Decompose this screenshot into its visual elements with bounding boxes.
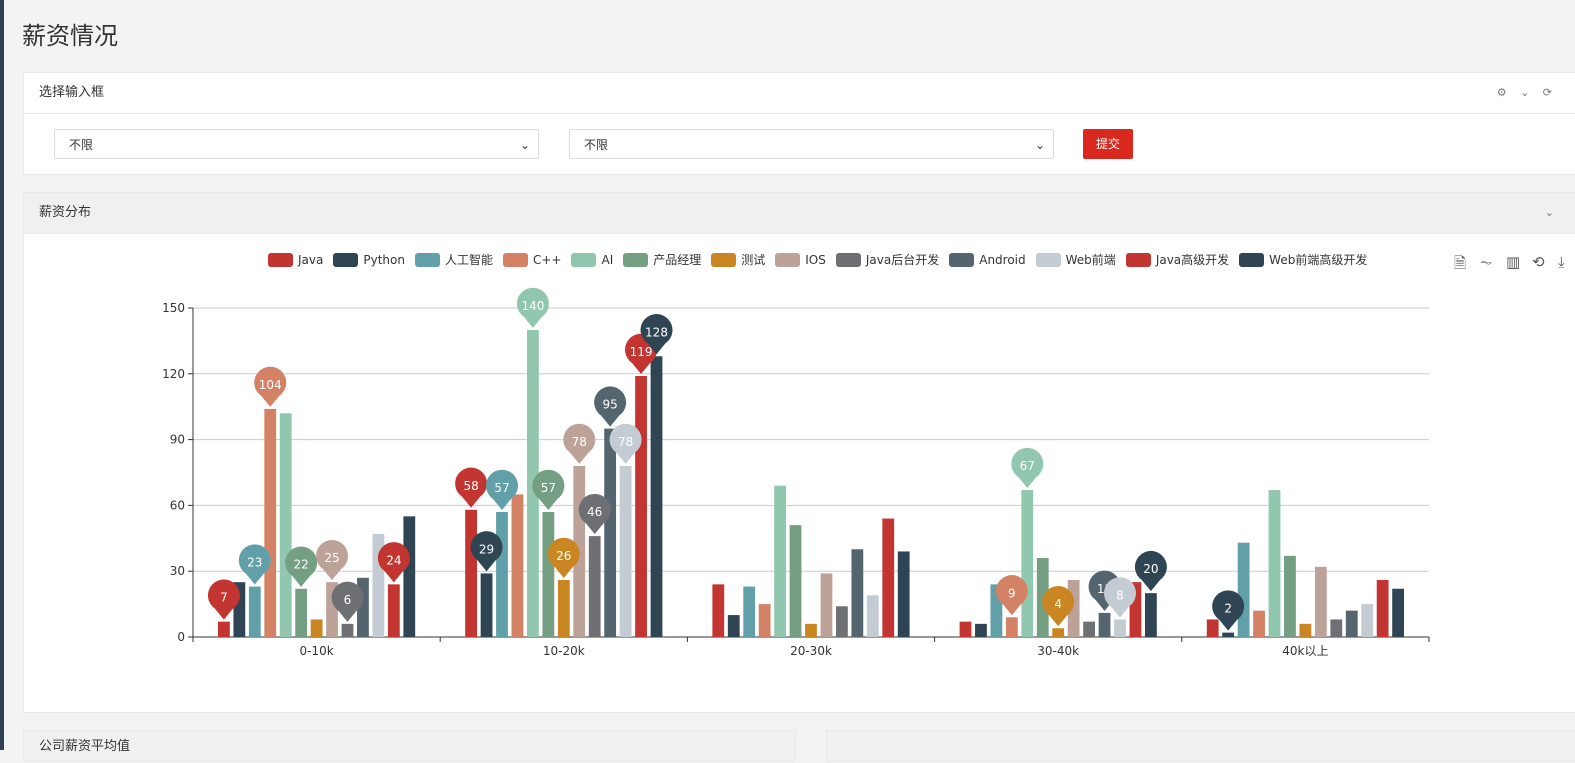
filter-panel-title: 选择输入框 [39, 85, 105, 100]
avg-salary-panel: 公司薪资平均值 [23, 730, 796, 762]
legend-item[interactable]: 测试 [711, 251, 765, 268]
chevron-down-icon: ⌄ [519, 138, 530, 152]
legend-swatch [623, 252, 649, 267]
legend-item[interactable]: 人工智能 [414, 251, 493, 268]
second-panel-header [827, 731, 1575, 762]
restore-icon[interactable]: ⟲ [1532, 253, 1545, 271]
legend-label: Java后台开发 [865, 253, 940, 267]
chart-legend: Java Python 人工智能 C++ AI 产品经理 测试 IOS Java后台开发 Andr… [268, 251, 1377, 268]
chevron-down-icon[interactable]: ⌄ [1520, 86, 1530, 99]
legend-swatch [1035, 252, 1061, 267]
legend-item[interactable]: AI [571, 251, 613, 268]
legend-swatch [1125, 252, 1151, 267]
data-view-icon[interactable]: 🗎 [1454, 254, 1467, 272]
legend-swatch [571, 252, 597, 267]
legend-label: Python [363, 252, 405, 267]
legend-item[interactable]: Android [949, 251, 1026, 268]
chevron-down-icon[interactable]: ⌄ [1544, 206, 1554, 219]
legend-swatch [1239, 252, 1265, 267]
legend-item[interactable]: Java [268, 251, 323, 268]
second-panel [826, 730, 1575, 762]
legend-item[interactable]: C++ [502, 251, 562, 268]
legend-swatch [502, 252, 528, 267]
select-1-value: 不限 [69, 138, 94, 152]
legend-item[interactable]: IOS [775, 251, 826, 268]
page-title: 薪资情况 [22, 22, 118, 50]
legend-label: Web前端高级开发 [1269, 253, 1368, 267]
filter-panel: 选择输入框 ⚙ ⌄ ⟳ 不限 ⌄ 不限 ⌄ 提交 [23, 72, 1575, 175]
legend-label: C++ [532, 252, 562, 267]
bar-chart-icon[interactable]: ▥ [1506, 253, 1521, 271]
filter-panel-header: 选择输入框 ⚙ ⌄ ⟳ [24, 73, 1575, 114]
legend-label: 测试 [741, 253, 766, 267]
chart-panel-tools: ⌄ [1535, 193, 1554, 233]
chart-panel: 薪资分布 ⌄ Java Python 人工智能 C++ AI 产品经理 测试 IOS Java后… [23, 192, 1575, 713]
legend-item[interactable]: Java高级开发 [1125, 251, 1230, 268]
legend-label: Web前端 [1065, 253, 1116, 267]
legend-swatch [835, 252, 861, 267]
legend-swatch [949, 252, 975, 267]
chevron-down-icon: ⌄ [1034, 138, 1045, 152]
legend-swatch [711, 252, 737, 267]
avg-salary-panel-title: 公司薪资平均值 [39, 739, 131, 754]
legend-swatch [268, 252, 293, 267]
avg-salary-panel-header: 公司薪资平均值 [24, 731, 795, 762]
legend-label: Android [979, 252, 1026, 267]
refresh-icon[interactable]: ⟳ [1542, 86, 1552, 99]
legend-item[interactable]: Web前端高级开发 [1239, 251, 1367, 268]
line-chart-icon[interactable]: ⏦ [1480, 253, 1493, 271]
save-image-icon[interactable]: ⤓ [1558, 253, 1565, 271]
legend-swatch [775, 252, 801, 267]
legend-item[interactable]: Web前端 [1035, 251, 1116, 268]
select-2[interactable]: 不限 ⌄ [569, 129, 1054, 159]
legend-swatch [333, 252, 359, 267]
panel-tools: ⚙ ⌄ ⟳ [1487, 73, 1552, 113]
legend-label: 人工智能 [444, 253, 493, 267]
legend-label: Java高级开发 [1155, 253, 1230, 267]
gear-icon[interactable]: ⚙ [1496, 86, 1507, 99]
legend-label: IOS [805, 252, 826, 267]
select-1[interactable]: 不限 ⌄ [54, 129, 539, 159]
legend-item[interactable]: Python [333, 251, 405, 268]
select-2-value: 不限 [584, 138, 609, 152]
legend-item[interactable]: 产品经理 [623, 251, 701, 268]
left-edge [0, 0, 4, 750]
chart-panel-title: 薪资分布 [39, 205, 92, 220]
legend-swatch [414, 252, 440, 267]
legend-label: AI [601, 252, 614, 267]
legend-label: Java [298, 252, 324, 267]
submit-button[interactable]: 提交 [1083, 129, 1133, 159]
legend-label: 产品经理 [653, 253, 702, 267]
legend-item[interactable]: Java后台开发 [835, 251, 940, 268]
chart-panel-header: 薪资分布 ⌄ [24, 193, 1575, 234]
